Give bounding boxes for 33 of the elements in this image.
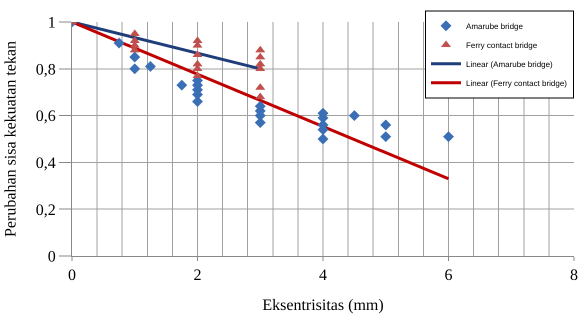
y-tick-label: 0,4 [36,155,56,172]
x-tick-label: 2 [194,267,202,284]
point [144,61,156,72]
x-axis-title: Eksentrisitas (mm) [262,296,384,314]
legend-label: Ferry contact bridge [466,40,538,50]
y-tick-label: 0 [48,248,56,266]
legend-label: Amarube bridge [466,22,524,31]
y-axis-title: Perubahan sisa kekuatan tekan [2,41,20,237]
point [192,64,202,72]
point [443,131,454,142]
y-tick-label: 0,8 [36,61,56,78]
legend-label: Linear (Amarube bridge) [466,60,554,69]
point [348,110,360,122]
x-tick-label: 0 [68,267,76,284]
point [192,41,202,48]
point [192,96,203,108]
x-tick-label: 8 [570,267,578,284]
point [318,134,328,144]
point [129,63,140,74]
point [192,50,202,58]
point [192,36,202,43]
point [129,52,140,63]
legend-label: Linear (Ferry contact bridge) [466,78,568,88]
point [176,80,188,91]
y-tick-label: 0,6 [36,108,56,126]
y-tick-label: 0,2 [36,202,56,219]
point [192,72,202,78]
point [380,120,392,130]
x-tick-label: 6 [444,267,452,284]
point [380,131,392,142]
y-tick-label: 1 [48,14,56,32]
x-tick-label: 4 [319,267,327,284]
point [114,38,125,49]
